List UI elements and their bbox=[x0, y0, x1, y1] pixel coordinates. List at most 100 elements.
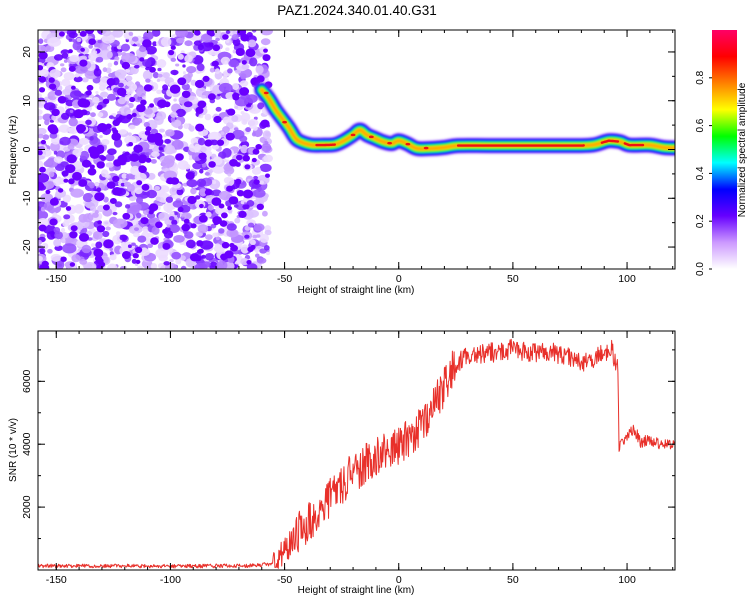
noise-speckle bbox=[99, 84, 106, 91]
noise-speckle bbox=[44, 119, 49, 125]
noise-speckle bbox=[246, 94, 258, 103]
noise-speckle-strong bbox=[187, 196, 196, 204]
noise-speckle bbox=[264, 245, 270, 251]
noise-speckle-strong bbox=[232, 95, 239, 101]
noise-speckle-strong bbox=[82, 160, 91, 168]
snr-x-tick-label: -100 bbox=[160, 574, 181, 586]
noise-speckle bbox=[107, 88, 110, 91]
snr-x-tick-label: 50 bbox=[507, 574, 519, 586]
noise-speckle-strong bbox=[78, 98, 88, 107]
snr-x-tick-label: -50 bbox=[277, 574, 292, 586]
noise-speckle bbox=[163, 261, 170, 265]
noise-speckle-strong bbox=[238, 211, 246, 218]
noise-speckle bbox=[121, 53, 136, 63]
noise-speckle-strong bbox=[227, 109, 235, 116]
noise-speckle bbox=[232, 31, 236, 35]
noise-speckle-strong bbox=[149, 103, 154, 107]
noise-speckle-strong bbox=[125, 152, 130, 156]
colorbar-ticks: 0.00.20.40.60.8 bbox=[695, 70, 712, 276]
noise-speckle-strong bbox=[208, 161, 216, 168]
noise-speckle-strong bbox=[181, 224, 190, 231]
noise-speckle bbox=[130, 84, 137, 91]
noise-speckle bbox=[158, 255, 168, 262]
noise-speckle-strong bbox=[112, 187, 122, 196]
noise-speckle bbox=[72, 39, 77, 43]
noise-speckle bbox=[110, 254, 117, 260]
noise-speckle bbox=[113, 219, 128, 229]
spectrogram-y-axis-label: Frequency (Hz) bbox=[8, 116, 19, 185]
noise-speckle bbox=[131, 243, 136, 246]
noise-speckle bbox=[57, 195, 62, 199]
noise-speckle bbox=[157, 68, 161, 72]
spectrogram-y-tick-label: 20 bbox=[21, 46, 33, 58]
noise-speckle bbox=[146, 190, 157, 199]
noise-speckle bbox=[263, 130, 271, 139]
noise-speckle bbox=[125, 76, 132, 82]
noise-speckle bbox=[226, 30, 230, 33]
noise-speckle bbox=[114, 61, 118, 65]
snr-y-tick-label: 4000 bbox=[21, 432, 33, 456]
spectrogram-y-tick-label: -10 bbox=[21, 191, 33, 206]
noise-speckle bbox=[178, 54, 184, 60]
spectrogram-x-tick-label: 50 bbox=[507, 273, 519, 285]
noise-speckle-strong bbox=[136, 260, 141, 264]
noise-speckle bbox=[107, 148, 117, 155]
noise-speckle-strong bbox=[221, 212, 228, 218]
noise-speckle-strong bbox=[252, 158, 257, 162]
noise-speckle bbox=[232, 83, 239, 90]
noise-speckle-strong bbox=[236, 155, 243, 161]
noise-speckle-strong bbox=[139, 57, 144, 61]
noise-speckle bbox=[170, 70, 178, 75]
noise-speckle-strong bbox=[178, 207, 184, 212]
noise-speckle-strong bbox=[49, 77, 55, 83]
noise-speckle bbox=[156, 90, 162, 95]
figure-title: PAZ1.2024.340.01.40.G31 bbox=[277, 3, 437, 18]
noise-speckle bbox=[256, 234, 260, 237]
noise-speckle bbox=[85, 120, 92, 125]
noise-speckle bbox=[69, 32, 78, 38]
noise-speckle bbox=[228, 60, 239, 68]
noise-speckle bbox=[124, 182, 131, 187]
noise-speckle bbox=[163, 72, 170, 78]
noise-speckle bbox=[186, 66, 196, 73]
noise-speckle bbox=[184, 231, 193, 238]
noise-speckle-strong bbox=[229, 159, 238, 167]
noise-speckle-strong bbox=[68, 49, 73, 53]
noise-speckle-strong bbox=[133, 145, 143, 153]
noise-speckle bbox=[259, 180, 264, 184]
noise-speckle-strong bbox=[135, 247, 142, 253]
noise-speckle bbox=[92, 97, 99, 103]
noise-speckle bbox=[98, 112, 104, 117]
noise-speckle bbox=[262, 211, 268, 217]
noise-speckle-strong bbox=[219, 204, 225, 209]
noise-speckle-strong bbox=[195, 255, 202, 261]
noise-speckle bbox=[201, 95, 206, 99]
noise-speckle-strong bbox=[97, 225, 105, 232]
noise-speckle bbox=[69, 55, 79, 62]
noise-speckle bbox=[235, 70, 241, 74]
noise-speckle bbox=[42, 134, 49, 140]
noise-speckle bbox=[184, 101, 193, 107]
noise-speckle bbox=[129, 32, 134, 36]
noise-speckle-strong bbox=[139, 166, 147, 173]
noise-speckle bbox=[129, 125, 136, 130]
noise-speckle bbox=[136, 213, 141, 219]
noise-speckle-strong bbox=[86, 90, 92, 95]
noise-speckle-strong bbox=[204, 139, 212, 146]
noise-speckle-strong bbox=[66, 206, 71, 211]
noise-speckle bbox=[171, 58, 177, 62]
noise-speckle bbox=[59, 125, 70, 133]
colorbar-tick-label: 0.4 bbox=[695, 166, 706, 180]
noise-speckle bbox=[90, 206, 96, 212]
noise-speckle bbox=[159, 147, 163, 150]
noise-speckle-strong bbox=[76, 124, 86, 133]
noise-speckle bbox=[253, 176, 258, 180]
ridge-hot-spot bbox=[351, 134, 356, 137]
noise-speckle bbox=[240, 73, 246, 79]
noise-speckle-strong bbox=[140, 217, 148, 224]
noise-speckle bbox=[247, 263, 258, 271]
noise-speckle bbox=[201, 255, 206, 259]
noise-speckle-strong bbox=[79, 233, 89, 242]
noise-speckle bbox=[137, 43, 141, 46]
